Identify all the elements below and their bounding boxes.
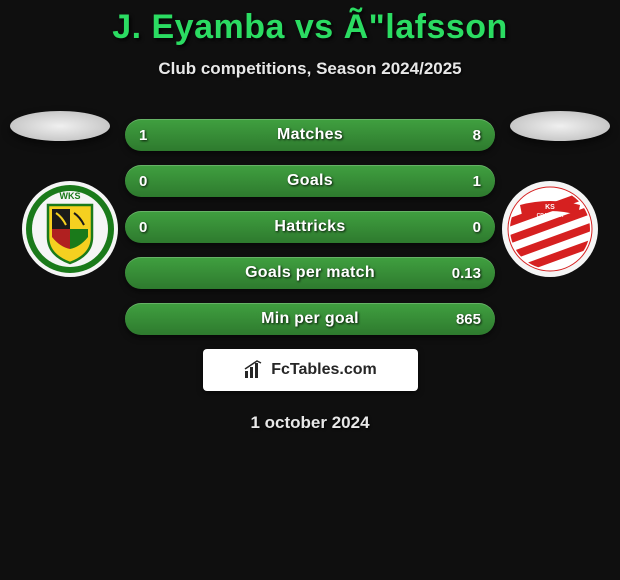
stat-right-value: 0.13 [441,265,481,282]
wks-slask-icon: WKS [20,179,120,279]
stat-left-value: 0 [139,173,179,190]
page-title: J. Eyamba vs Ã"lafsson [0,8,620,47]
bar-chart-icon [243,359,265,381]
stat-row-goals: 0 Goals 1 [125,165,495,197]
stat-label: Min per goal [261,310,359,328]
stat-row-hattricks: 0 Hattricks 0 [125,211,495,243]
stat-label: Hattricks [274,218,345,236]
club-badge-left: WKS [20,179,120,284]
stat-row-matches: 1 Matches 8 [125,119,495,151]
stats-area: WKS [0,119,620,433]
stat-label: Goals per match [245,264,375,282]
stat-left-value: 1 [139,127,179,144]
stat-right-value: 865 [441,311,481,328]
date-text: 1 october 2024 [0,413,620,433]
club-badge-right: KS CRACOVIA [500,179,600,284]
svg-text:CRACOVIA: CRACOVIA [537,213,564,219]
stat-label: Matches [277,126,343,144]
player-platform-left [10,111,110,141]
player-platform-right [510,111,610,141]
page-subtitle: Club competitions, Season 2024/2025 [0,59,620,79]
attribution-badge: FcTables.com [203,349,418,391]
svg-text:WKS: WKS [60,191,81,201]
stat-right-value: 8 [441,127,481,144]
stat-label: Goals [287,172,333,190]
stat-right-value: 0 [441,219,481,236]
ks-cracovia-icon: KS CRACOVIA [500,179,600,279]
stat-rows: 1 Matches 8 0 Goals 1 0 Hattricks 0 Goal… [125,119,495,335]
attribution-text: FcTables.com [271,361,377,379]
stat-left-value: 0 [139,219,179,236]
stat-row-min-per-goal: Min per goal 865 [125,303,495,335]
comparison-infographic: J. Eyamba vs Ã"lafsson Club competitions… [0,0,620,580]
stat-right-value: 1 [441,173,481,190]
stat-row-goals-per-match: Goals per match 0.13 [125,257,495,289]
svg-text:KS: KS [545,204,555,211]
